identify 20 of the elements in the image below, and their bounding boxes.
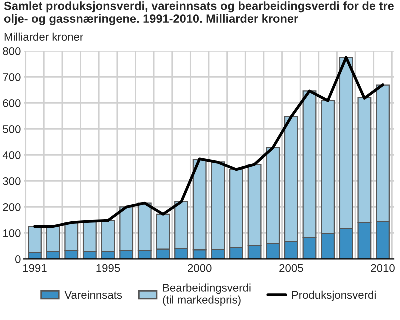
legend-label: Produksjonsverdi [292,290,376,302]
x-tick-label: 1991 [23,264,47,272]
y-tick-label: 700 [3,73,21,82]
legend-label: Vareinnsats [64,290,122,300]
x-tick-label: 1995 [96,264,120,272]
y-tick-label: 300 [3,177,21,186]
y-tick-label: 100 [4,229,21,238]
y-tick-label: 0 [15,255,21,264]
y-tick-label: 400 [2,151,21,160]
line-series [34,56,384,228]
chart-title: Samlet produksjonsverdi, vareinnsats og bearbeidingsverdi for de tre olje- og gassnæringene. 1991-2010. Milliarder kroner [4,2,394,26]
y-tick-label: 600 [3,99,21,108]
x-tick-label: 2005 [280,264,304,272]
y-tick-label: 500 [3,125,21,134]
y-tick-label: 800 [3,47,21,56]
legend-label: Bearbeidingsverdi (til markedspris) [163,284,251,306]
y-axis-title: Milliarder kroner [4,32,84,42]
x-tick-label: 2010 [371,264,395,272]
x-tick-label: 2000 [188,264,212,272]
y-tick-label: 200 [3,203,21,212]
